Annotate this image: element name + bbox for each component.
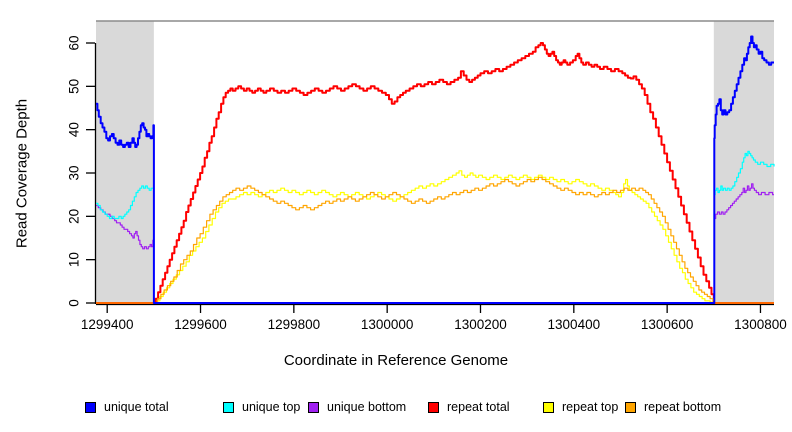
legend-item-unique-bottom: unique bottom — [308, 398, 406, 416]
legend-swatch-unique-total — [85, 401, 96, 413]
y-axis-title: Read Coverage Depth — [13, 98, 31, 249]
series-line-repeat-top — [96, 170, 774, 304]
legend-item-repeat-top: repeat top — [543, 398, 618, 416]
y-tick-label: 30 — [67, 165, 82, 180]
legend-item-repeat-total: repeat total — [428, 398, 510, 416]
x-axis-title: Coordinate in Reference Genome — [283, 352, 509, 369]
series-line-unique-total — [96, 35, 774, 304]
y-tick-label: 60 — [67, 35, 82, 50]
legend-item-repeat-bottom: repeat bottom — [625, 398, 721, 416]
x-tick-label: 1300800 — [734, 317, 787, 332]
x-tick-label: 1299400 — [81, 317, 134, 332]
y-tick-label: 10 — [67, 252, 82, 267]
x-tick-label: 1299600 — [174, 317, 227, 332]
legend-label-repeat-bottom: repeat bottom — [644, 400, 722, 414]
legend-swatch-unique-top — [223, 401, 234, 413]
shaded-region-left-flank — [96, 21, 154, 304]
x-tick-label: 1299800 — [268, 317, 321, 332]
series-line-repeat-bottom — [96, 176, 774, 304]
legend-label-unique-bottom: unique bottom — [327, 400, 407, 414]
x-tick-label: 1300400 — [548, 317, 601, 332]
y-tick-label: 20 — [67, 209, 82, 224]
legend-item-unique-top: unique top — [223, 398, 300, 416]
x-tick-label: 1300600 — [641, 317, 694, 332]
legend-swatch-repeat-bottom — [625, 401, 636, 413]
series-line-unique-top — [96, 150, 775, 304]
series-line-unique-bottom — [96, 183, 774, 304]
series-line-repeat-total — [96, 42, 774, 304]
legend-swatch-unique-bottom — [308, 401, 319, 413]
legend-label-repeat-total: repeat total — [447, 400, 510, 414]
legend-item-unique-total: unique total — [85, 398, 169, 416]
legend-label-repeat-top: repeat top — [562, 400, 619, 414]
legend: unique total unique top unique bottom repea… — [0, 398, 792, 424]
y-tick-label: 40 — [67, 122, 82, 137]
legend-label-unique-top: unique top — [242, 400, 301, 414]
legend-swatch-repeat-top — [543, 401, 554, 413]
x-tick-label: 1300200 — [454, 317, 507, 332]
x-tick-label: 1300000 — [361, 317, 414, 332]
legend-swatch-repeat-total — [428, 401, 439, 413]
y-tick-label: 50 — [67, 79, 82, 94]
legend-label-unique-total: unique total — [104, 400, 169, 414]
y-tick-label: 0 — [67, 299, 82, 307]
